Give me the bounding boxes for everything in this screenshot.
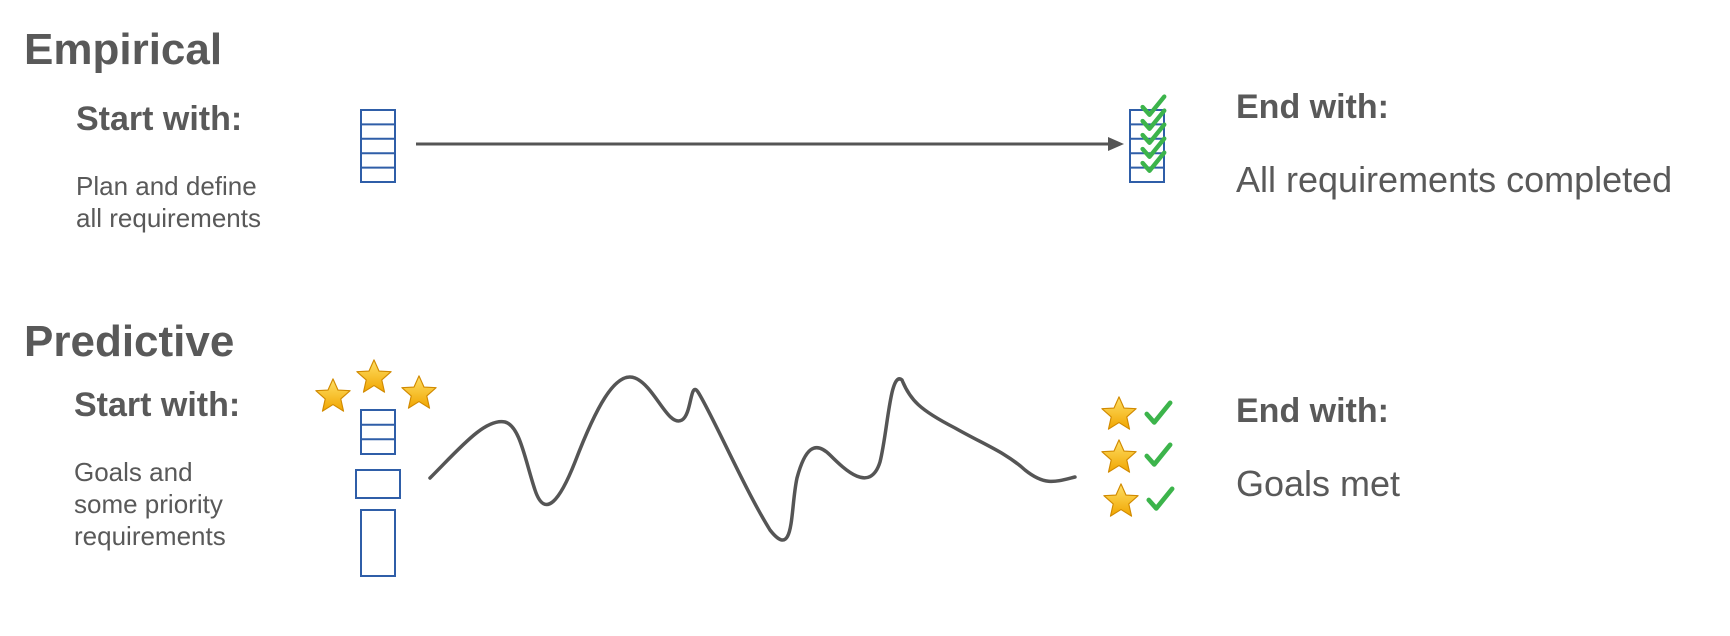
predictive-end-label: End with: [1236, 392, 1389, 430]
star-icon [356, 359, 392, 393]
wavy-path-icon [428, 375, 1077, 542]
predictive-title: Predictive [24, 317, 235, 366]
checkmark-icon [1147, 403, 1170, 423]
star-icon [1101, 396, 1137, 430]
empirical-end-description: All requirements completed [1236, 159, 1673, 200]
star-icon [1101, 439, 1137, 473]
checkmark-icon [1149, 489, 1172, 509]
predictive-start-description: Goals and some priority requirements [74, 457, 226, 551]
arrow-icon [416, 137, 1124, 151]
star-icon [1103, 483, 1139, 517]
empirical-start-description: Plan and define all requirements [76, 171, 261, 233]
goals-met-icon [1101, 396, 1172, 517]
predictive-start-label: Start with: [74, 386, 241, 424]
requirements-stack-icon [360, 109, 396, 183]
star-icon [401, 375, 437, 409]
checkmark-icon [1147, 445, 1170, 465]
star-icon [315, 378, 351, 412]
goal-stars-icon [315, 359, 437, 412]
empirical-title: Empirical [24, 25, 223, 74]
priority-requirements-icon [355, 409, 401, 577]
predictive-end-description: Goals met [1236, 463, 1401, 504]
empirical-end-label: End with: [1236, 88, 1389, 126]
empirical-start-label: Start with: [76, 100, 243, 138]
completed-requirements-icon [1129, 97, 1164, 183]
